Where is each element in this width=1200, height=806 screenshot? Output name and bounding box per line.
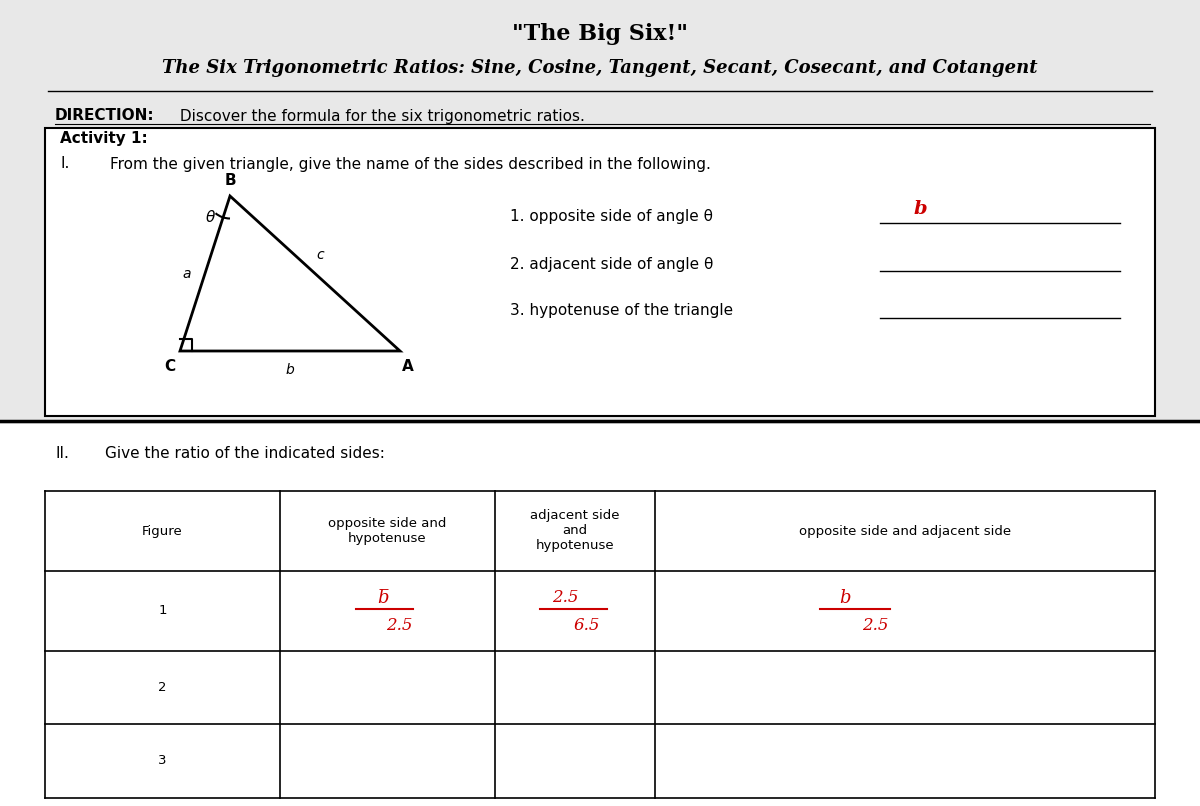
Text: opposite side and
hypotenuse: opposite side and hypotenuse: [329, 517, 446, 545]
Text: b: b: [839, 589, 851, 607]
Text: Figure: Figure: [142, 525, 182, 538]
Text: 3: 3: [158, 754, 167, 767]
Text: I.: I.: [60, 156, 70, 172]
Text: 1: 1: [158, 604, 167, 617]
Text: θ: θ: [205, 210, 215, 226]
Text: A: A: [402, 359, 414, 374]
Text: II.: II.: [55, 447, 68, 462]
Text: The Six Trigonometric Ratios: Sine, Cosine, Tangent, Secant, Cosecant, and Cotan: The Six Trigonometric Ratios: Sine, Cosi…: [162, 59, 1038, 77]
Text: opposite side and adjacent side: opposite side and adjacent side: [799, 525, 1012, 538]
Text: From the given triangle, give the name of the sides described in the following.: From the given triangle, give the name o…: [110, 156, 710, 172]
Text: 2. adjacent side of angle θ: 2. adjacent side of angle θ: [510, 256, 713, 272]
Text: B: B: [224, 173, 236, 188]
Text: C: C: [164, 359, 175, 374]
FancyBboxPatch shape: [46, 128, 1154, 416]
Text: c: c: [316, 247, 324, 261]
Text: DIRECTION:: DIRECTION:: [55, 109, 155, 123]
Text: 1. opposite side of angle θ: 1. opposite side of angle θ: [510, 209, 713, 223]
Text: Activity 1:: Activity 1:: [60, 131, 148, 146]
Text: Discover the formula for the six trigonometric ratios.: Discover the formula for the six trigono…: [175, 109, 584, 123]
Text: 2.5: 2.5: [386, 617, 413, 634]
Text: 2: 2: [158, 681, 167, 694]
Text: b: b: [286, 363, 294, 377]
Text: 6.5: 6.5: [574, 617, 600, 634]
Text: Give the ratio of the indicated sides:: Give the ratio of the indicated sides:: [106, 447, 385, 462]
Text: b: b: [913, 200, 926, 218]
Text: a: a: [182, 267, 191, 280]
Text: adjacent side
and
hypotenuse: adjacent side and hypotenuse: [530, 509, 619, 552]
Text: b̅: b̅: [377, 589, 389, 607]
Text: 2.5: 2.5: [862, 617, 888, 634]
FancyBboxPatch shape: [0, 424, 1200, 806]
Text: "The Big Six!": "The Big Six!": [512, 23, 688, 45]
Text: 2.5: 2.5: [552, 589, 578, 606]
Text: 3. hypotenuse of the triangle: 3. hypotenuse of the triangle: [510, 304, 733, 318]
